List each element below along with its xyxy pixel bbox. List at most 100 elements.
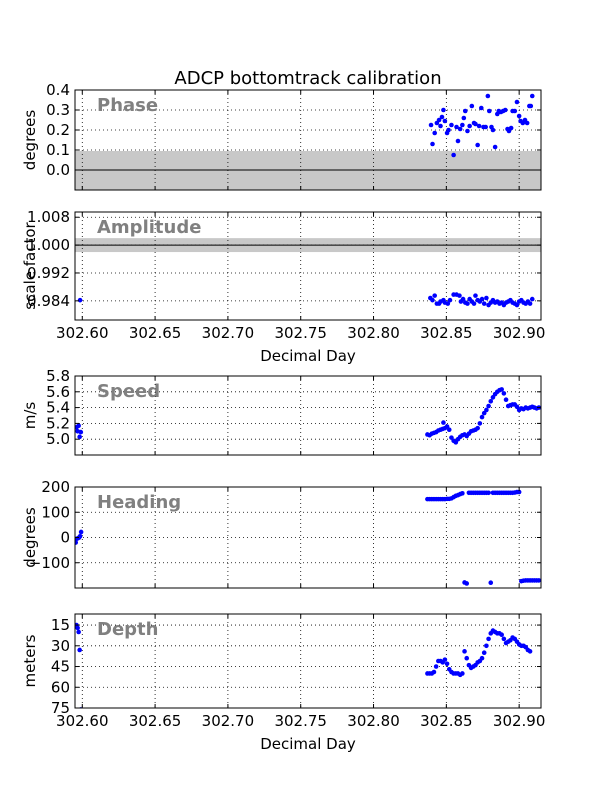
data-point: [447, 297, 453, 303]
data-point: [524, 120, 530, 126]
data-point: [77, 297, 83, 303]
data-point: [481, 650, 487, 656]
xtick-label: 302.65: [129, 712, 182, 730]
y-axis-label: scale factor: [21, 221, 39, 309]
data-point: [461, 115, 467, 121]
ytick-label: 0.992: [27, 264, 70, 282]
data-point: [514, 302, 520, 308]
panel-speed: 5.05.25.45.65.8 m/s Speed: [21, 367, 542, 456]
data-point: [475, 142, 480, 148]
data-point: [512, 108, 518, 114]
ytick-label: 0.2: [46, 121, 70, 139]
xtick-label: 302.70: [202, 712, 255, 730]
data-point: [479, 655, 485, 661]
data-point: [460, 122, 465, 128]
data-point: [464, 581, 470, 586]
data-point: [529, 296, 535, 302]
plot-area-amplitude: [75, 212, 541, 320]
data-point: [78, 529, 84, 535]
xtick-label: 302.75: [274, 324, 327, 342]
axes-frame: [74, 375, 542, 456]
figure-title: ADCP bottomtrack calibration: [174, 68, 441, 89]
data-point: [481, 301, 487, 306]
data-point: [486, 403, 491, 409]
ytick-label: 0.0: [46, 161, 70, 179]
ytick-label: 5.2: [46, 414, 70, 432]
ytick-label: 5.8: [46, 367, 70, 385]
ytick-label: 100: [41, 503, 70, 521]
data-point: [428, 122, 434, 128]
ytick-label: 5.0: [46, 430, 70, 448]
data-point: [457, 126, 463, 132]
ytick-label: 0.4: [46, 81, 70, 99]
ytick-label: 200: [41, 478, 70, 496]
data-point: [451, 152, 456, 158]
x-axis-label: Decimal Day: [260, 347, 356, 365]
data-point: [462, 108, 468, 114]
xtick-label: 302.75: [274, 712, 327, 730]
ytick-label: 15: [51, 616, 70, 634]
ytick-label: 0.3: [46, 101, 70, 119]
xtick-label: 302.80: [347, 324, 400, 342]
data-point: [77, 434, 82, 440]
ytick-label: 45: [51, 658, 70, 676]
data-point: [516, 113, 522, 119]
data-point: [484, 407, 489, 413]
data-point: [503, 397, 509, 403]
xtick-label: 302.90: [493, 712, 546, 730]
data-point: [488, 580, 494, 585]
data-point: [457, 293, 462, 298]
data-point: [432, 130, 437, 136]
data-point: [464, 655, 470, 661]
data-point: [503, 107, 508, 113]
data-point: [488, 398, 494, 404]
ytick-label: 0.1: [46, 141, 70, 159]
panel-phase: 0.0 0.1 0.2 0.3 0.4 degrees Phase: [21, 81, 542, 191]
data-point: [473, 121, 478, 127]
data-point: [527, 649, 533, 654]
data-point: [499, 632, 504, 638]
data-point: [483, 124, 488, 130]
data-point: [446, 127, 451, 133]
data-point: [527, 301, 533, 306]
data-point: [478, 105, 484, 111]
data-point: [465, 301, 470, 306]
ytick-label: 1.000: [27, 236, 70, 254]
data-point: [487, 108, 492, 114]
ytick-label: 60: [51, 678, 70, 696]
plot-area-phase: [75, 90, 541, 190]
data-point: [76, 629, 81, 635]
data-point: [77, 647, 82, 653]
data-point: [78, 429, 84, 435]
data-point: [501, 391, 507, 396]
data-point: [460, 671, 465, 676]
data-point: [75, 540, 79, 545]
axes-frame: [74, 211, 542, 321]
data-point: [467, 123, 472, 129]
data-point: [430, 141, 435, 147]
data-point: [75, 625, 80, 631]
data-point: [436, 117, 442, 123]
xtick-label: 302.85: [420, 712, 473, 730]
panel-label: Amplitude: [97, 217, 201, 238]
data-point: [444, 661, 450, 667]
plot-area-depth: [75, 614, 541, 708]
data-point: [508, 125, 514, 131]
data-point: [528, 103, 534, 109]
xtick-label: 302.70: [202, 324, 255, 342]
ytick-label: 30: [51, 637, 70, 655]
data-point: [445, 301, 451, 306]
data-point: [514, 99, 520, 105]
data-point: [442, 118, 448, 124]
data-point: [490, 127, 496, 133]
data-point: [455, 138, 461, 144]
data-point: [76, 423, 81, 429]
data-point: [433, 664, 439, 669]
xtick-label: 302.90: [493, 324, 546, 342]
plot-area-heading: [75, 487, 541, 588]
data-point: [432, 293, 437, 298]
data-point: [479, 296, 485, 302]
data-point: [475, 425, 480, 431]
xtick-label: 302.60: [56, 324, 109, 342]
